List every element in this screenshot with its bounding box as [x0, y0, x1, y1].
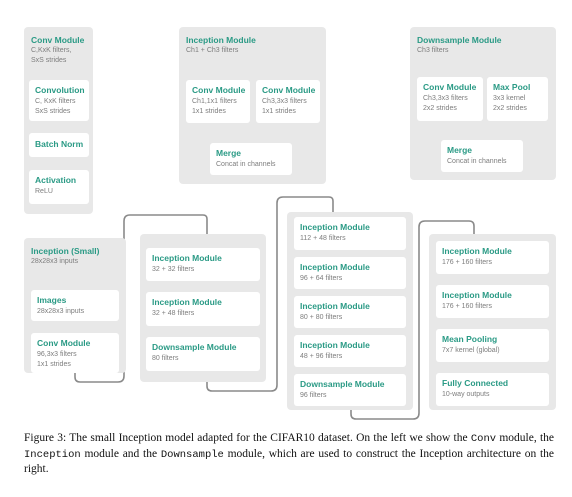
column4-card: Inception Module 176 + 160 filters — [436, 241, 549, 274]
figure-caption: Figure 3: The small Inception model adap… — [24, 431, 554, 477]
card-title: Inception Module — [300, 301, 370, 311]
inception-conv-b-card: Conv Module Ch3,3x3 filters 1x1 strides — [256, 80, 320, 123]
card-title: Inception Module — [152, 253, 222, 263]
downsample-maxpool-card: Max Pool 3x3 kernel 2x2 strides — [487, 77, 548, 121]
inception-small-header: Inception (Small) 28x28x3 inputs — [31, 246, 99, 267]
downsample-merge-card: Merge Concat in channels — [441, 140, 523, 172]
downsample-module-desc: Ch3 filters — [417, 47, 449, 54]
card-title: Conv Module — [37, 338, 91, 348]
card-desc: 112 + 48 filters — [300, 235, 346, 242]
card-desc: 96 filters — [300, 392, 327, 399]
card-desc: 3x3 kernel — [493, 95, 526, 102]
card-title: Activation — [35, 175, 77, 185]
column3-card: Inception Module 112 + 48 filters — [294, 217, 406, 250]
conv-module-desc: SxS strides — [31, 56, 67, 64]
column3-card: Inception Module 96 + 64 filters — [294, 257, 406, 289]
convolution-card: Convolution C, KxK filters SxS strides — [29, 80, 89, 121]
inception-merge-card: Merge Concat in channels — [210, 143, 292, 175]
card-title: Images — [37, 295, 67, 305]
card-desc: 10-way outputs — [442, 391, 490, 398]
downsample-conv-card: Conv Module Ch3,3x3 filters 2x2 strides — [417, 77, 483, 121]
card-desc: 1x1 strides — [192, 107, 226, 115]
column4-card: Fully Connected 10-way outputs — [436, 373, 549, 406]
column3-card: Inception Module 48 + 96 filters — [294, 335, 406, 367]
card-title: Inception Module — [442, 246, 512, 256]
caption-code: Inception — [24, 448, 81, 461]
small-conv-card: Conv Module 96,3x3 filters 1x1 strides — [31, 333, 119, 373]
caption-text: Figure 3: The small Inception model adap… — [24, 432, 468, 444]
card-desc: SxS strides — [35, 107, 71, 115]
card-title: Mean Pooling — [442, 334, 498, 344]
card-title: Inception Module — [300, 340, 370, 350]
conv-module-desc: C,KxK filters, — [31, 47, 72, 54]
card-title: Downsample Module — [300, 379, 385, 389]
inception-module-desc: Ch1 + Ch3 filters — [186, 47, 239, 54]
card-title: Merge — [216, 148, 242, 158]
caption-text: module and the — [80, 447, 161, 460]
activation-card: Activation ReLU — [29, 170, 89, 204]
images-card: Images 28x28x3 inputs — [31, 290, 119, 321]
card-desc: Ch1,1x1 filters — [192, 98, 237, 105]
batch-norm-card: Batch Norm — [29, 133, 89, 157]
card-desc: C, KxK filters — [35, 98, 76, 105]
card-desc: 2x2 strides — [423, 104, 457, 112]
card-title: Max Pool — [493, 82, 531, 92]
card-title: Inception Module — [442, 290, 512, 300]
card-desc: 1x1 strides — [37, 360, 71, 368]
card-title: Inception Module — [300, 222, 370, 232]
card-title: Conv Module — [192, 85, 246, 95]
card-desc: 2x2 strides — [493, 104, 527, 112]
card-title: Downsample Module — [152, 342, 237, 352]
card-title: Conv Module — [262, 85, 316, 95]
card-desc: 28x28x3 inputs — [37, 308, 85, 315]
card-desc: 80 filters — [152, 355, 179, 362]
downsample-module-header: Downsample Module Ch3 filters — [417, 35, 502, 56]
card-desc: 32 + 48 filters — [152, 310, 195, 317]
card-desc: 176 + 160 filters — [442, 303, 493, 310]
column2-card: Downsample Module 80 filters — [146, 337, 260, 371]
card-desc: Ch3,3x3 filters — [262, 98, 307, 105]
card-desc: Concat in channels — [447, 158, 507, 165]
inception-module-header: Inception Module Ch1 + Ch3 filters — [186, 35, 256, 56]
conv-module-header: Conv Module C,KxK filters, SxS strides — [31, 35, 84, 65]
column2-card: Inception Module 32 + 48 filters — [146, 292, 260, 326]
card-title: Fully Connected — [442, 378, 509, 388]
caption-text: module, which are used to construct the … — [24, 447, 555, 476]
card-desc: 7x7 kernel (global) — [442, 347, 500, 354]
card-title: Convolution — [35, 85, 85, 95]
column4-card: Inception Module 176 + 160 filters — [436, 285, 549, 318]
card-desc: 96,3x3 filters — [37, 351, 77, 358]
inception-conv-a-card: Conv Module Ch1,1x1 filters 1x1 strides — [186, 80, 250, 123]
card-desc: 48 + 96 filters — [300, 353, 343, 360]
card-desc: 176 + 160 filters — [442, 259, 493, 266]
column3-card: Inception Module 80 + 80 filters — [294, 296, 406, 328]
card-desc: Concat in channels — [216, 161, 276, 168]
card-title: Batch Norm — [35, 139, 84, 149]
card-title: Inception Module — [300, 262, 370, 272]
card-desc: 32 + 32 filters — [152, 266, 195, 273]
card-desc: 80 + 80 filters — [300, 314, 343, 321]
card-desc: Ch3,3x3 filters — [423, 95, 468, 102]
caption-code: Conv — [470, 433, 497, 445]
conv-module-title: Conv Module — [31, 35, 85, 45]
inception-module-title: Inception Module — [186, 35, 256, 45]
inception-small-desc: 28x28x3 inputs — [31, 258, 79, 265]
card-title: Conv Module — [423, 82, 477, 92]
column3-card: Downsample Module 96 filters — [294, 374, 406, 406]
downsample-module-title: Downsample Module — [417, 35, 502, 45]
caption-text: module, the — [496, 432, 554, 444]
column4-card: Mean Pooling 7x7 kernel (global) — [436, 329, 549, 362]
card-desc: ReLU — [35, 188, 53, 195]
card-desc: 96 + 64 filters — [300, 275, 343, 282]
column2-card: Inception Module 32 + 32 filters — [146, 248, 260, 281]
card-title: Inception Module — [152, 297, 222, 307]
card-title: Merge — [447, 145, 473, 155]
caption-code: Downsample — [160, 448, 224, 461]
card-desc: 1x1 strides — [262, 107, 296, 115]
inception-small-title: Inception (Small) — [31, 246, 100, 256]
